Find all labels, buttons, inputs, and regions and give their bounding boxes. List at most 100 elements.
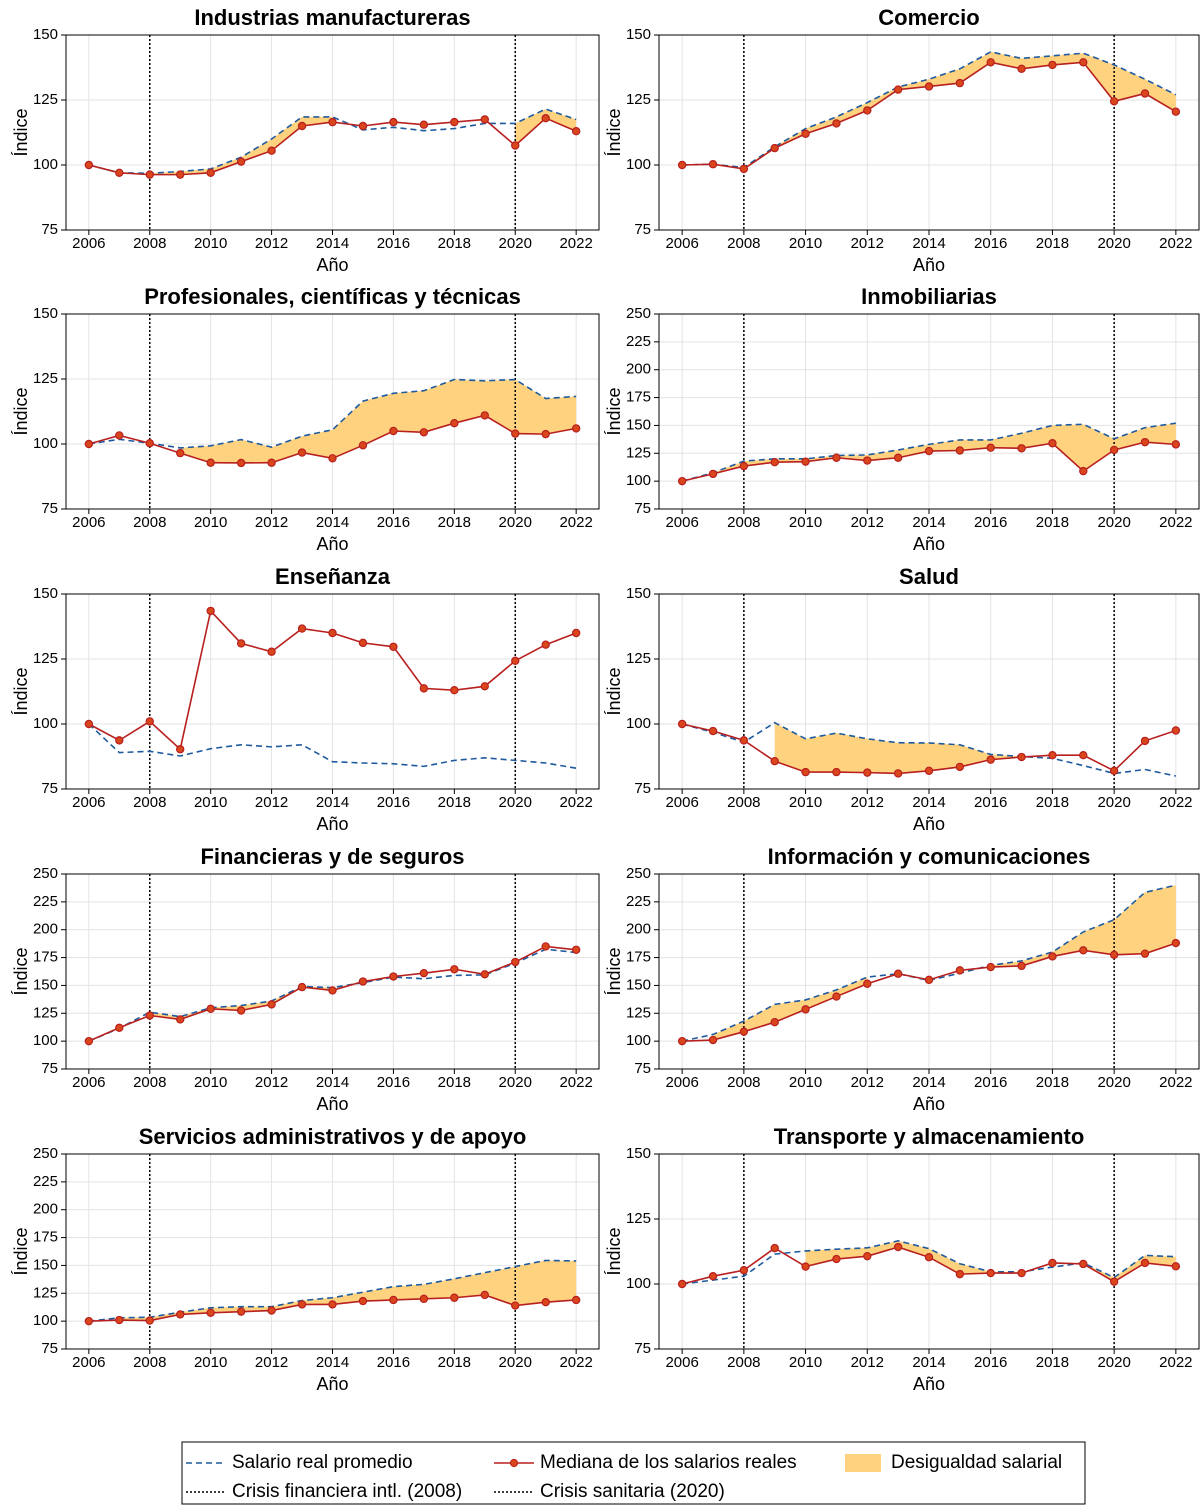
x-tick-label: 2014: [912, 1074, 945, 1091]
x-tick-label: 2020: [1097, 235, 1130, 252]
median-marker: [893, 453, 903, 462]
chart-title: Transporte y almacenamiento: [774, 1124, 1085, 1149]
median-marker: [206, 1308, 215, 1317]
median-marker: [571, 945, 581, 954]
x-tick-label: 2012: [851, 1354, 884, 1371]
median-marker: [677, 160, 687, 170]
y-tick-label: 150: [626, 26, 651, 43]
median-marker: [84, 719, 94, 729]
y-tick-label: 150: [33, 305, 58, 322]
x-tick-label: 2010: [194, 794, 227, 811]
chart-title: Enseñanza: [275, 564, 391, 589]
y-tick-label: 125: [33, 1284, 58, 1301]
median-marker: [1171, 107, 1181, 116]
median-marker: [450, 686, 459, 695]
median-marker: [480, 115, 489, 124]
median-marker: [1109, 445, 1119, 455]
x-tick-label: 2014: [316, 514, 349, 531]
median-marker: [176, 745, 185, 754]
median-marker: [832, 453, 841, 462]
x-tick-label: 2008: [133, 514, 166, 531]
median-marker: [511, 957, 520, 967]
x-tick-label: 2008: [727, 1354, 760, 1371]
median-marker: [450, 419, 459, 428]
median-marker: [236, 458, 246, 468]
x-axis-label: Año: [316, 534, 348, 554]
x-tick-label: 2006: [665, 1354, 698, 1371]
median-marker: [924, 1253, 934, 1262]
median-marker: [832, 992, 841, 1001]
median-marker: [1109, 766, 1119, 776]
x-tick-label: 2008: [727, 514, 760, 531]
x-tick-label: 2010: [789, 235, 822, 252]
x-tick-label: 2016: [377, 514, 410, 531]
y-tick-label: 125: [33, 370, 58, 387]
median-marker: [1140, 1258, 1150, 1268]
median-marker: [863, 979, 872, 988]
median-marker: [1079, 1259, 1088, 1269]
median-marker: [801, 457, 810, 466]
x-axis-label: Año: [316, 255, 348, 275]
median-marker: [297, 1300, 307, 1309]
median-marker: [176, 1310, 185, 1319]
median-marker: [267, 146, 276, 155]
x-tick-label: 2022: [559, 1354, 592, 1371]
y-tick-label: 175: [33, 1229, 58, 1246]
median-marker: [1171, 440, 1181, 449]
x-tick-label: 2008: [133, 1074, 166, 1091]
chart-title: Salud: [899, 564, 959, 589]
legend-label: Crisis financiera intl. (2008): [232, 1481, 462, 1502]
x-tick-label: 2012: [255, 1354, 288, 1371]
median-marker: [115, 1023, 124, 1032]
x-tick-label: 2014: [316, 1354, 349, 1371]
x-tick-label: 2016: [974, 514, 1007, 531]
x-tick-label: 2018: [438, 1074, 471, 1091]
median-marker: [145, 170, 154, 179]
y-tick-label: 150: [626, 416, 651, 433]
x-axis-label: Año: [913, 534, 945, 554]
median-marker: [206, 458, 215, 467]
y-tick-label: 175: [626, 389, 651, 406]
x-tick-label: 2022: [559, 514, 592, 531]
median-marker: [1048, 952, 1057, 961]
x-tick-label: 2010: [194, 1074, 227, 1091]
x-tick-label: 2012: [255, 514, 288, 531]
x-tick-label: 2022: [559, 235, 592, 252]
median-marker: [541, 942, 550, 951]
x-axis-label: Año: [913, 1374, 945, 1394]
y-axis-label: Índice: [11, 387, 31, 435]
x-tick-label: 2022: [1159, 794, 1192, 811]
median-marker: [328, 986, 337, 995]
median-marker: [571, 628, 581, 638]
median-marker: [176, 448, 185, 458]
median-marker: [770, 458, 779, 467]
median-marker: [206, 168, 215, 177]
y-tick-label: 125: [626, 650, 651, 667]
y-tick-label: 125: [626, 1004, 651, 1021]
plot-frame: [658, 873, 1200, 1070]
x-tick-label: 2006: [72, 794, 105, 811]
median-marker: [1109, 1277, 1119, 1286]
median-marker: [389, 117, 398, 127]
median-marker: [739, 736, 749, 745]
y-tick-label: 150: [626, 1145, 651, 1162]
y-tick-label: 125: [33, 1004, 58, 1021]
median-marker: [924, 82, 934, 91]
median-marker: [924, 446, 934, 456]
median-marker: [511, 429, 520, 438]
y-tick-label: 75: [634, 780, 651, 797]
median-marker: [115, 168, 124, 177]
x-tick-label: 2010: [789, 794, 822, 811]
x-tick-label: 2006: [72, 235, 105, 252]
plot-frame: [658, 1153, 1200, 1350]
median-marker: [955, 966, 965, 975]
y-tick-label: 75: [41, 1060, 58, 1077]
x-tick-label: 2020: [499, 1074, 532, 1091]
x-tick-label: 2016: [377, 1074, 410, 1091]
y-tick-label: 175: [33, 949, 58, 966]
median-marker: [832, 1254, 841, 1264]
y-tick-label: 125: [33, 650, 58, 667]
median-marker: [677, 476, 687, 486]
median-marker: [1171, 726, 1181, 735]
